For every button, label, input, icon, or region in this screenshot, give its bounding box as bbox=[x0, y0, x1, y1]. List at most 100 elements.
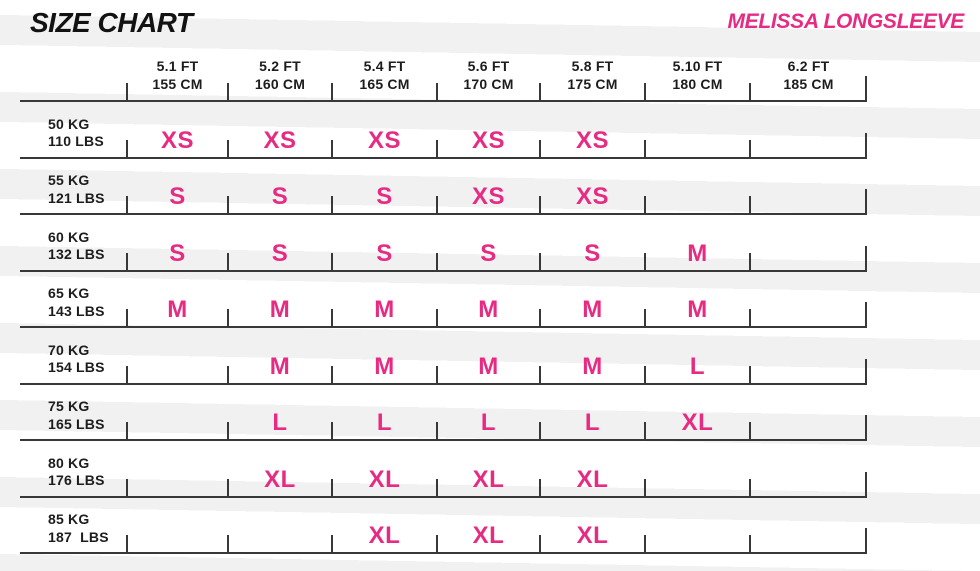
size-value: M bbox=[269, 352, 291, 380]
size-cell: S bbox=[332, 215, 438, 270]
size-cell bbox=[750, 498, 867, 553]
size-cell bbox=[127, 441, 229, 496]
weight-label: 60 KG 132 LBS bbox=[20, 215, 128, 270]
size-cell: XL bbox=[332, 441, 438, 496]
size-cell: M bbox=[127, 272, 229, 327]
weight-row-65kg: 65 KG 143 LBS M M M M M M bbox=[20, 272, 867, 328]
size-cell bbox=[750, 159, 867, 214]
size-value: XS bbox=[471, 126, 505, 154]
corner-cell bbox=[20, 46, 128, 100]
size-cell: L bbox=[332, 385, 438, 440]
size-cell bbox=[645, 102, 751, 157]
size-cell: S bbox=[127, 159, 229, 214]
size-value: XL bbox=[681, 409, 714, 436]
size-cell: XS bbox=[437, 159, 541, 214]
size-cell: S bbox=[332, 159, 438, 214]
height-ft: 5.1 FT bbox=[156, 57, 199, 74]
size-cell bbox=[645, 498, 751, 553]
height-ft: 6.2 FT bbox=[787, 57, 830, 74]
size-value: S bbox=[480, 239, 497, 267]
weight-label: 70 KG 154 LBS bbox=[20, 328, 128, 383]
height-header-5-8: 5.8 FT 175 CM bbox=[540, 46, 646, 100]
size-cell: L bbox=[645, 328, 751, 383]
size-cell: XS bbox=[540, 102, 646, 157]
weight-label: 65 KG 143 LBS bbox=[20, 272, 128, 327]
page-title: SIZE CHART bbox=[30, 7, 193, 38]
size-cell: XL bbox=[332, 498, 438, 553]
size-value: M bbox=[478, 296, 499, 323]
size-cell: XS bbox=[332, 102, 438, 157]
weight-row-85kg: 85 KG 187 LBS XL XL XL bbox=[20, 498, 867, 554]
size-value: XS bbox=[471, 183, 505, 210]
size-cell: XS bbox=[540, 159, 646, 214]
height-cm: 180 CM bbox=[672, 75, 723, 92]
size-value: M bbox=[374, 296, 395, 323]
size-value: XS bbox=[575, 126, 609, 154]
size-cell: XL bbox=[645, 385, 751, 440]
size-value: L bbox=[480, 409, 497, 436]
size-value: XL bbox=[576, 522, 609, 549]
size-value: M bbox=[687, 239, 708, 267]
size-value: S bbox=[376, 239, 393, 267]
height-ft: 5.6 FT bbox=[467, 57, 510, 74]
product-name: MELISSA LONGSLEEVE bbox=[727, 10, 964, 33]
size-cell bbox=[750, 441, 867, 496]
size-value: L bbox=[689, 352, 706, 380]
size-value: M bbox=[582, 296, 603, 323]
height-ft: 5.2 FT bbox=[259, 57, 301, 74]
size-value: S bbox=[271, 239, 289, 267]
weight-row-70kg: 70 KG 154 LBS M M M M L bbox=[20, 328, 867, 385]
size-cell bbox=[127, 385, 229, 440]
size-value: M bbox=[582, 352, 603, 380]
size-value: XL bbox=[264, 465, 296, 493]
height-cm: 185 CM bbox=[783, 75, 834, 92]
size-cell: XL bbox=[437, 498, 541, 553]
size-cell bbox=[750, 215, 867, 270]
size-chart-table: 5.1 FT 155 CM 5.2 FT 160 CM 5.4 FT 165 CM 5… bbox=[20, 46, 867, 554]
weight-row-55kg: 55 KG 121 LBS S S S XS XS bbox=[20, 159, 867, 215]
size-value: XL bbox=[472, 522, 505, 549]
height-header-5-6: 5.6 FT 170 CM bbox=[437, 46, 541, 100]
size-value: S bbox=[169, 239, 186, 267]
size-chart-content: SIZE CHART MELISSA LONGSLEEVE 5.1 FT 155 … bbox=[20, 7, 964, 554]
height-cm: 160 CM bbox=[254, 75, 306, 92]
weight-row-50kg: 50 KG 110 LBS XS XS XS XS XS bbox=[20, 102, 867, 159]
height-header-5-10: 5.10 FT 180 CM bbox=[645, 46, 751, 100]
size-value: XS bbox=[160, 126, 194, 154]
weight-kg: 55 KG bbox=[48, 172, 90, 188]
size-cell: L bbox=[437, 385, 541, 440]
height-cm: 165 CM bbox=[359, 75, 410, 92]
size-cell: M bbox=[437, 272, 541, 327]
size-value: S bbox=[376, 183, 393, 210]
size-value: XL bbox=[472, 465, 505, 493]
weight-kg: 65 KG bbox=[48, 285, 90, 301]
size-value: S bbox=[271, 183, 289, 210]
size-cell: S bbox=[228, 215, 333, 270]
height-cm: 170 CM bbox=[463, 75, 514, 92]
size-cell bbox=[127, 328, 229, 383]
height-header-5-4: 5.4 FT 165 CM bbox=[332, 46, 438, 100]
size-value: XL bbox=[368, 465, 401, 493]
size-cell: M bbox=[332, 272, 438, 327]
height-header-row: 5.1 FT 155 CM 5.2 FT 160 CM 5.4 FT 165 CM 5… bbox=[20, 46, 867, 102]
size-cell: S bbox=[540, 215, 646, 270]
size-cell bbox=[750, 102, 867, 157]
size-cell: XL bbox=[540, 441, 646, 496]
size-value: S bbox=[584, 239, 601, 267]
size-cell: M bbox=[332, 328, 438, 383]
size-cell: S bbox=[127, 215, 229, 270]
weight-lbs: 165 LBS bbox=[48, 415, 105, 432]
size-cell: M bbox=[228, 328, 333, 383]
size-value: M bbox=[167, 296, 188, 323]
weight-kg: 75 KG bbox=[48, 398, 90, 414]
size-cell bbox=[645, 441, 751, 496]
height-ft: 5.8 FT bbox=[571, 57, 614, 74]
weight-label: 80 KG 176 LBS bbox=[20, 441, 128, 496]
size-cell bbox=[750, 385, 867, 440]
height-header-6-2: 6.2 FT 185 CM bbox=[750, 46, 867, 100]
height-cm: 175 CM bbox=[567, 75, 618, 92]
weight-kg: 85 KG bbox=[48, 511, 90, 527]
size-value: XS bbox=[367, 126, 401, 154]
size-cell: M bbox=[228, 272, 333, 327]
